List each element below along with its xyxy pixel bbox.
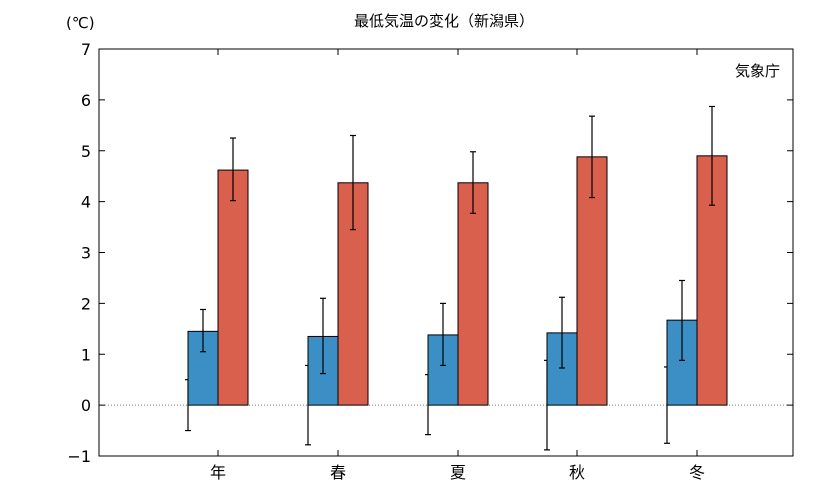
y-tick-label: 0 [81,396,91,415]
y-tick-label: 2 [81,294,91,313]
x-tick-label: 冬 [689,463,705,482]
y-tick-label: 1 [81,345,91,364]
x-tick-label: 秋 [569,463,585,482]
y-tick-label: 3 [81,244,91,263]
plot-area: −1 0 1 2 3 4 5 6 7 年 春 夏 秋 冬 [67,40,794,482]
x-tick-label: 夏 [450,463,466,482]
y-unit-label: (℃) [66,14,95,32]
x-tick-label: 年 [210,463,226,482]
y-tick-label: 6 [81,91,91,110]
bar [457,182,489,406]
x-tick-label: 春 [330,463,346,482]
bar [217,169,249,406]
y-tick-label: −1 [67,447,91,466]
bar [576,156,608,406]
y-tick-label: 7 [81,40,91,59]
y-tick-label: 5 [81,142,91,161]
y-tick-label: 4 [81,193,91,212]
chart-title: 最低気温の変化（新潟県） [354,12,534,30]
source-label: 気象庁 [735,62,780,80]
